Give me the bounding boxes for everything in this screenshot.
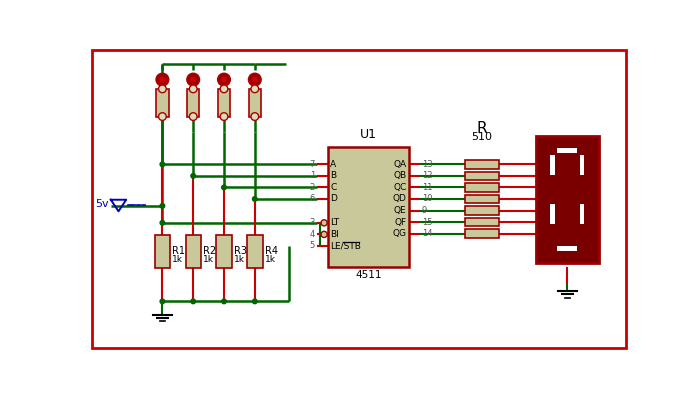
Text: 3: 3	[309, 218, 315, 227]
Circle shape	[220, 113, 228, 121]
Text: QB: QB	[393, 171, 407, 180]
Text: 15: 15	[422, 217, 433, 227]
Bar	[248, 89, 261, 117]
Bar	[536, 136, 599, 263]
Circle shape	[160, 162, 164, 167]
Bar	[465, 218, 499, 226]
Circle shape	[321, 231, 327, 238]
Circle shape	[220, 85, 228, 93]
Bar	[465, 206, 499, 215]
Text: 6: 6	[309, 195, 315, 203]
Text: B: B	[330, 171, 337, 180]
Circle shape	[158, 113, 167, 121]
Circle shape	[191, 174, 195, 178]
Circle shape	[248, 73, 261, 86]
Bar	[465, 172, 499, 180]
Text: R3: R3	[234, 246, 247, 256]
Circle shape	[190, 76, 196, 83]
Text: 12: 12	[422, 171, 433, 180]
Text: R: R	[477, 121, 487, 136]
Circle shape	[218, 73, 230, 86]
Circle shape	[251, 113, 259, 121]
Circle shape	[187, 73, 199, 86]
Text: LE/STB: LE/STB	[330, 242, 361, 251]
Bar	[328, 147, 409, 267]
Text: 1k: 1k	[172, 255, 183, 264]
Text: QC: QC	[393, 183, 407, 192]
Text: QE: QE	[394, 206, 407, 215]
Text: 9: 9	[422, 206, 427, 215]
Circle shape	[321, 220, 327, 226]
Text: 7: 7	[309, 160, 315, 169]
Text: R1: R1	[172, 246, 186, 256]
Text: U1: U1	[360, 128, 377, 141]
Bar	[465, 229, 499, 238]
Text: A: A	[330, 160, 337, 169]
Text: 1k: 1k	[234, 255, 245, 264]
Text: 1: 1	[309, 171, 315, 180]
Bar	[557, 148, 578, 153]
Text: QG: QG	[393, 229, 407, 238]
Text: 5v: 5v	[96, 199, 109, 208]
Circle shape	[222, 299, 226, 304]
Text: BI: BI	[330, 230, 339, 239]
Bar	[580, 155, 584, 175]
Text: 4511: 4511	[355, 270, 382, 280]
Text: 510: 510	[472, 132, 493, 141]
Bar	[465, 183, 499, 191]
Circle shape	[160, 299, 164, 304]
Text: LT: LT	[330, 218, 340, 227]
Bar	[465, 195, 499, 203]
Circle shape	[191, 299, 195, 304]
Text: QA: QA	[393, 160, 407, 169]
Circle shape	[160, 76, 165, 83]
Circle shape	[252, 76, 258, 83]
Circle shape	[253, 299, 257, 304]
Text: 10: 10	[422, 195, 433, 203]
Bar	[550, 155, 555, 175]
Circle shape	[158, 85, 167, 93]
Bar	[557, 246, 578, 251]
Text: 5: 5	[309, 242, 315, 251]
Text: D: D	[330, 195, 337, 203]
Circle shape	[222, 185, 226, 190]
Text: 11: 11	[422, 183, 433, 192]
Text: R2: R2	[203, 246, 216, 256]
Circle shape	[189, 113, 197, 121]
Bar	[187, 89, 199, 117]
Circle shape	[156, 73, 169, 86]
Bar	[186, 235, 201, 268]
Text: R4: R4	[265, 246, 278, 256]
Bar	[557, 197, 578, 202]
Text: C: C	[330, 183, 337, 192]
Circle shape	[251, 85, 259, 93]
Bar	[247, 235, 262, 268]
Text: 13: 13	[422, 160, 433, 169]
Circle shape	[253, 197, 257, 201]
Bar	[465, 160, 499, 169]
Text: 1k: 1k	[203, 255, 214, 264]
Bar	[218, 89, 230, 117]
Text: 14: 14	[422, 229, 433, 238]
Circle shape	[160, 204, 164, 208]
Bar	[550, 204, 555, 224]
Text: 2: 2	[309, 183, 315, 192]
Text: QF: QF	[394, 217, 407, 227]
Circle shape	[189, 85, 197, 93]
Bar	[156, 89, 169, 117]
Text: 4: 4	[309, 230, 315, 239]
Circle shape	[221, 76, 227, 83]
Circle shape	[160, 221, 164, 225]
Text: QD: QD	[393, 195, 407, 203]
Bar	[155, 235, 170, 268]
Bar	[216, 235, 232, 268]
Bar	[580, 204, 584, 224]
Text: 1k: 1k	[265, 255, 276, 264]
